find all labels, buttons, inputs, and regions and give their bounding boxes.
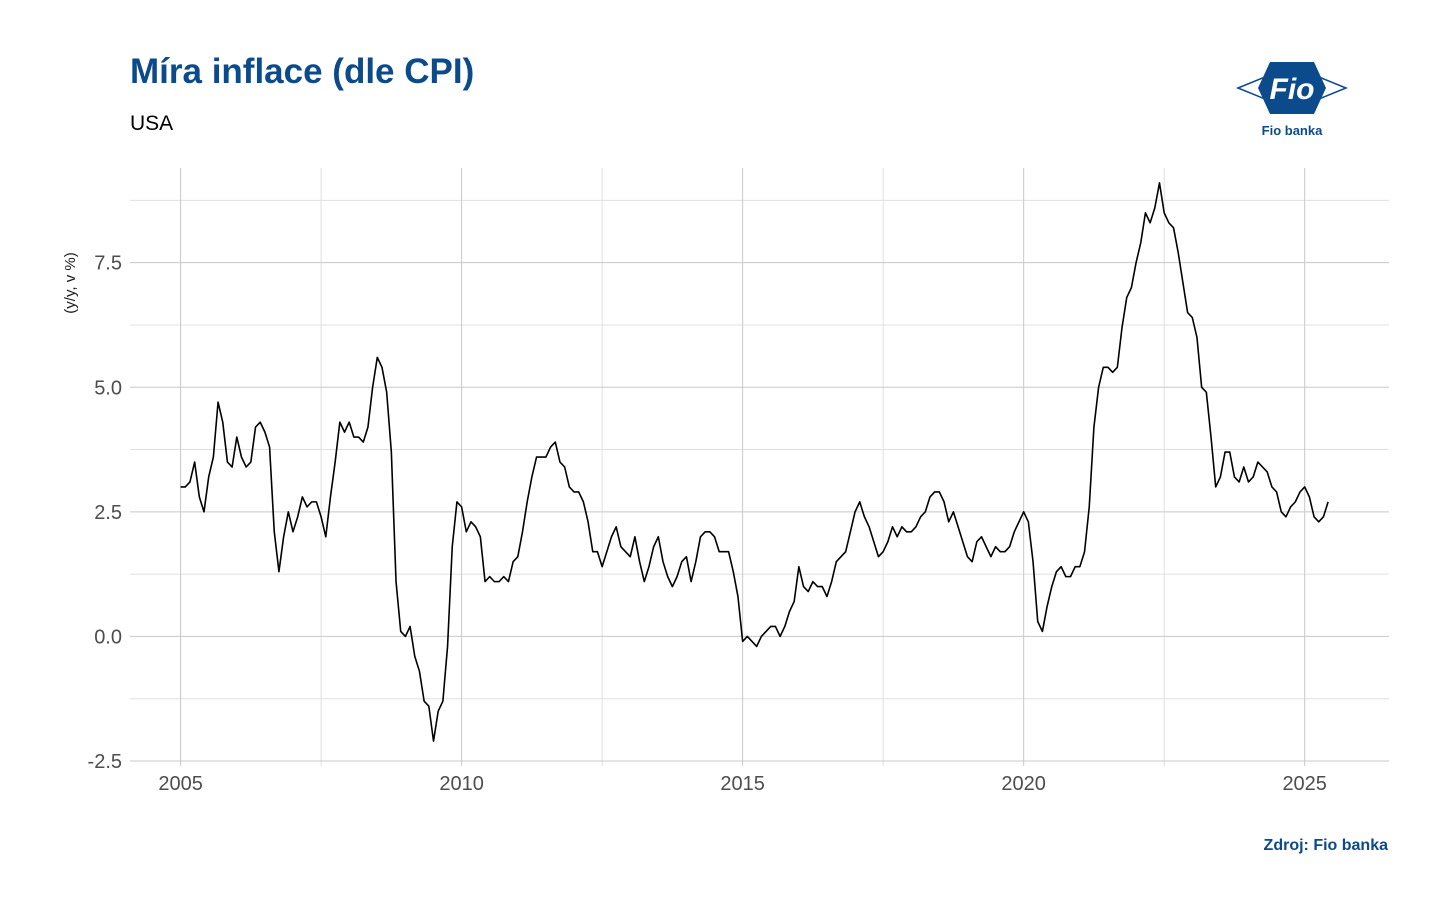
series-line-0 [180, 182, 1329, 742]
x-tick-label-0: 2005 [158, 773, 203, 795]
y-tick-label-0: -2.5 [88, 751, 122, 773]
source-note: Zdroj: Fio banka [1263, 837, 1388, 854]
y-tick-label-3: 5.0 [94, 377, 122, 399]
series-layer [180, 182, 1329, 742]
logo-caption: Fio banka [1262, 123, 1323, 138]
y-tick-label-2: 2.5 [94, 502, 122, 524]
x-tick-label-4: 2025 [1282, 773, 1327, 795]
y-tick-labels: -2.5 0.0 2.5 5.0 7.5 [88, 253, 122, 773]
fio-logo: Fio Fio banka [1236, 62, 1348, 138]
x-tick-labels: 2005 2010 2015 2020 2025 [158, 773, 1327, 795]
y-axis-label: (y/y, v %) [62, 252, 79, 313]
logo-mark-text: Fio [1270, 73, 1315, 106]
y-tick-label-4: 7.5 [94, 253, 122, 275]
grid-minor [130, 168, 1389, 766]
x-tick-label-2: 2015 [720, 773, 765, 795]
y-tick-label-1: 0.0 [94, 626, 122, 648]
chart-subtitle: USA [130, 112, 174, 135]
x-tick-label-3: 2020 [1001, 773, 1046, 795]
chart-title: Míra inflace (dle CPI) [130, 52, 475, 91]
grid-major [130, 168, 1389, 766]
x-tick-label-1: 2010 [439, 773, 484, 795]
logo-flag-shape [1258, 62, 1326, 114]
